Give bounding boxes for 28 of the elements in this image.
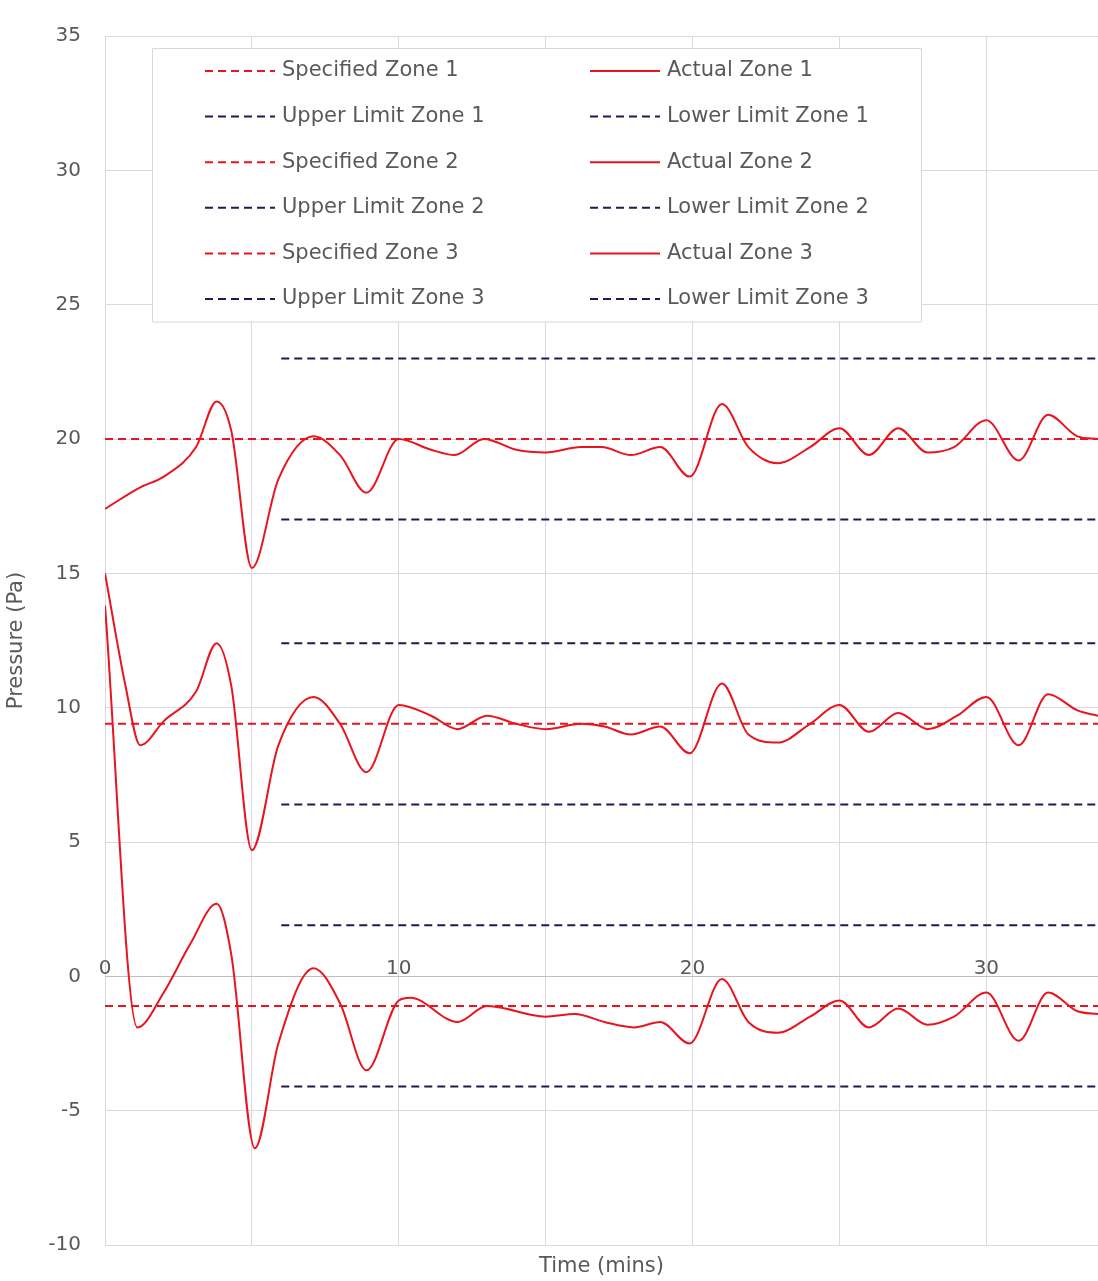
x-tick-label: 0	[98, 954, 112, 979]
legend-label: Lower Limit Zone 2	[667, 194, 869, 219]
y-tick-label: 10	[55, 693, 81, 718]
legend-label: Upper Limit Zone 3	[282, 285, 485, 310]
y-tick-label: 35	[55, 22, 81, 47]
legend-label: Actual Zone 2	[667, 148, 813, 173]
legend-label: Specified Zone 1	[282, 57, 459, 82]
x-tick-label: 10	[386, 954, 412, 979]
legend-label: Upper Limit Zone 1	[282, 103, 485, 128]
y-tick-label: 25	[55, 290, 81, 315]
y-tick-label: 20	[55, 425, 81, 450]
y-tick-label: 5	[68, 828, 81, 853]
x-tick-label: 30	[973, 954, 1000, 979]
y-axis-title: Pressure (Pa)	[3, 571, 28, 710]
y-tick-label: -5	[61, 1096, 81, 1121]
legend-label: Specified Zone 3	[282, 239, 459, 264]
x-axis-title: Time (mins)	[538, 1253, 664, 1278]
y-tick-label: 30	[55, 156, 81, 181]
legend-label: Upper Limit Zone 2	[282, 194, 485, 219]
legend-label: Actual Zone 1	[667, 57, 813, 82]
legend-label: Lower Limit Zone 3	[667, 285, 869, 310]
line-series	[105, 572, 1098, 852]
y-tick-label: 15	[55, 559, 81, 584]
x-tick-label: 20	[679, 954, 706, 979]
legend-label: Lower Limit Zone 1	[667, 103, 869, 128]
legend-label: Actual Zone 3	[667, 239, 813, 264]
y-tick-label: -10	[48, 1231, 81, 1256]
legend-label: Specified Zone 2	[282, 148, 459, 173]
